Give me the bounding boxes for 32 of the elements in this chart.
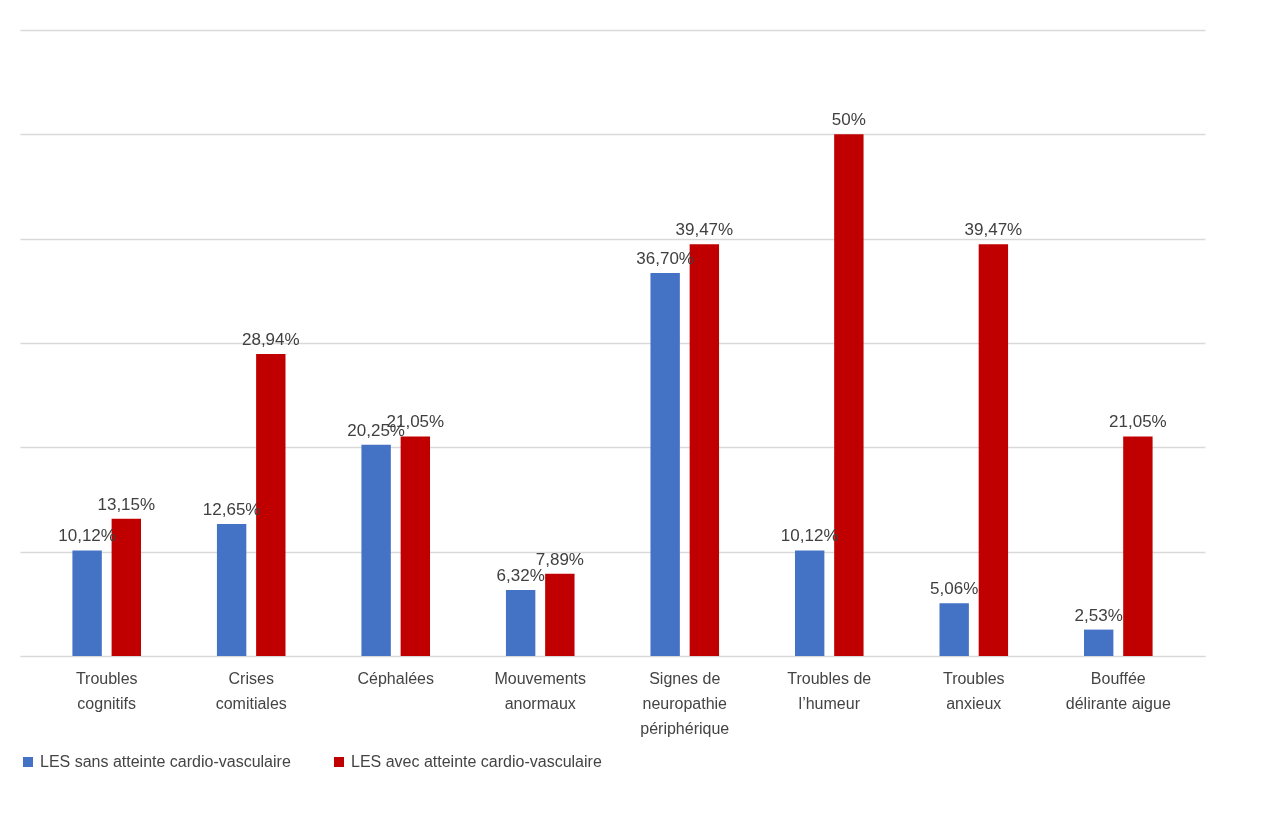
- x-tick-label: Bouffée délirante aigue: [1065, 669, 1171, 712]
- bar: [216, 524, 247, 656]
- x-tick-label: Troubles de l’humeur: [787, 669, 872, 712]
- bar: [505, 590, 536, 656]
- bar: [545, 573, 575, 656]
- x-tick-label: Signes de neuropathie périphérique: [640, 669, 730, 737]
- data-label: 2,53%: [1074, 605, 1123, 625]
- bar: [72, 550, 102, 656]
- x-tick-label: Mouvements anormaux: [494, 669, 587, 712]
- data-label: 6,32%: [496, 566, 545, 586]
- data-label: 21,05%: [1109, 412, 1167, 432]
- legend-label: LES avec atteinte cardio-vasculaire: [351, 753, 602, 770]
- bar: [1084, 629, 1114, 656]
- bar: [794, 550, 825, 656]
- data-label: 7,89%: [535, 549, 584, 569]
- legend-label: LES sans atteinte cardio-vasculaire: [40, 753, 291, 770]
- bar: [939, 603, 969, 656]
- x-tick-label: Troubles anxieux: [942, 669, 1005, 712]
- x-tick-label: Crises comitiales: [215, 669, 287, 712]
- bar: [1123, 436, 1153, 656]
- bar: [650, 273, 680, 656]
- data-label: 13,15%: [97, 494, 156, 514]
- bar: [978, 244, 1009, 656]
- data-label: 28,94%: [241, 330, 300, 350]
- data-label: 5,06%: [930, 579, 979, 599]
- data-label: 50%: [831, 110, 866, 130]
- x-tick-label: Céphalées: [357, 669, 434, 687]
- data-label: 39,47%: [964, 220, 1023, 240]
- bar: [400, 436, 431, 656]
- bar: [361, 444, 391, 656]
- data-label: 39,47%: [675, 220, 734, 240]
- x-tick-label: Troubles cognitifs: [75, 669, 138, 712]
